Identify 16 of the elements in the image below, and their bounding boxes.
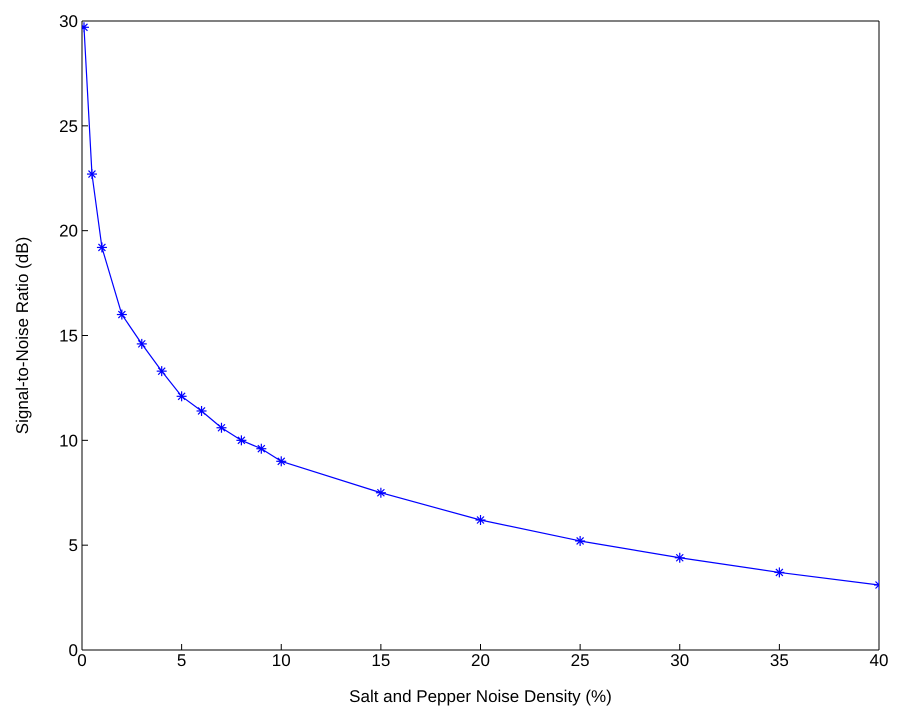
x-tick-label: 5 [176,651,186,670]
x-tick-label: 10 [272,651,291,670]
x-axis-title: Salt and Pepper Noise Density (%) [349,687,612,706]
y-axis-title: Signal-to-Noise Ratio (dB) [13,236,32,434]
y-tick-label: 5 [68,536,78,556]
y-tick-label: 30 [59,12,78,32]
y-tick-label: 20 [59,222,78,241]
y-tick-label: 10 [59,431,78,450]
x-tick-label: 35 [770,651,789,670]
y-tick-label: 25 [59,116,78,136]
y-tick-label: 15 [59,326,78,346]
x-tick-label: 40 [870,651,888,670]
x-tick-label: 15 [371,651,390,670]
x-tick-label: 30 [670,651,690,670]
x-tick-label: 25 [570,651,590,670]
x-tick-label: 20 [471,651,490,670]
